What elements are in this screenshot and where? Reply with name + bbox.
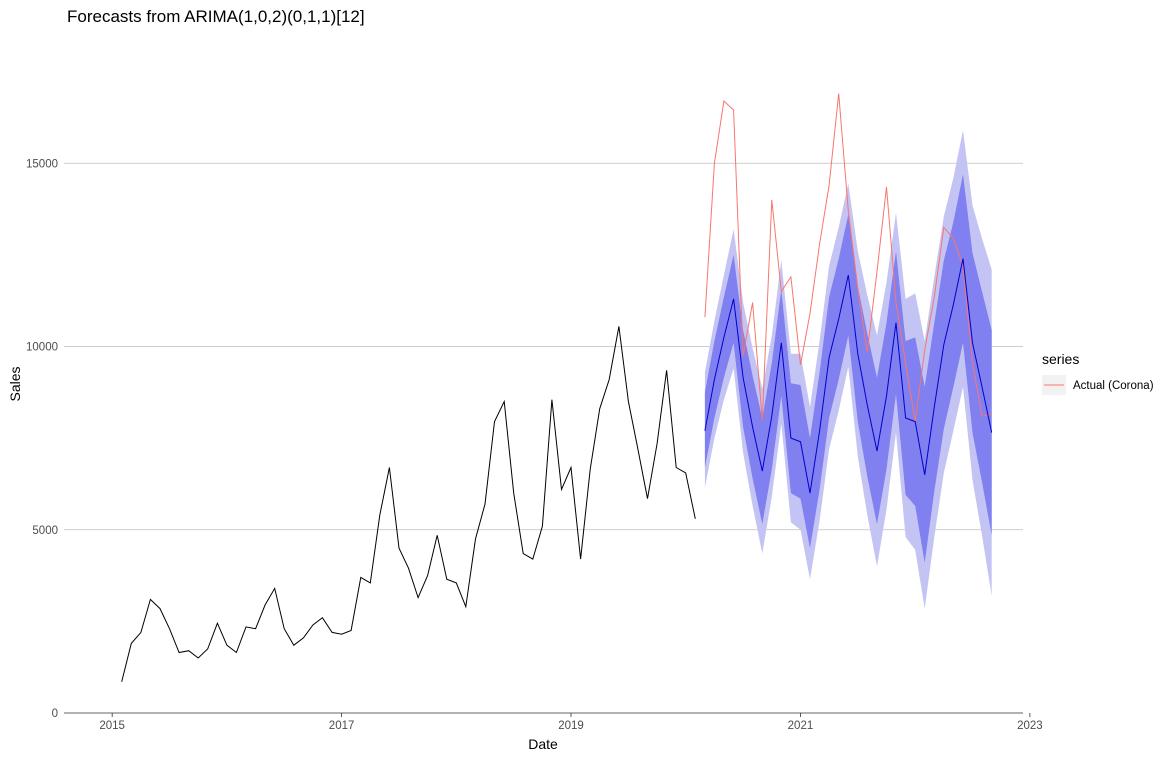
y-tick-label-0: 0 — [52, 708, 58, 720]
x-tick-label-2019: 2019 — [558, 720, 584, 732]
x-tick-label-2017: 2017 — [329, 720, 355, 732]
legend: series Actual (Corona) — [1042, 351, 1154, 395]
series-lines — [121, 93, 993, 682]
y-tick-label-10000: 10000 — [26, 342, 58, 354]
y-axis-ticks: 0 5000 10000 15000 — [26, 158, 58, 720]
legend-title: series — [1042, 351, 1079, 367]
y-axis-title: Sales — [7, 366, 23, 401]
x-axis-ticks: 2015 2017 2019 2021 2023 — [99, 713, 1043, 732]
y-tick-label-15000: 15000 — [26, 158, 58, 170]
legend-label-actual: Actual (Corona) — [1073, 380, 1154, 392]
series-line-actual-corona — [704, 93, 992, 422]
x-tick-label-2021: 2021 — [788, 720, 814, 732]
series-line-forecast — [704, 258, 993, 494]
x-axis-title: Date — [528, 736, 558, 752]
band-80 — [704, 174, 992, 563]
x-tick-label-2023: 2023 — [1017, 720, 1043, 732]
x-tick-label-2015: 2015 — [99, 720, 125, 732]
chart-title: Forecasts from ARIMA(1,0,2)(0,1,1)[12] — [67, 7, 365, 26]
series-line-history — [121, 326, 696, 682]
y-tick-label-5000: 5000 — [32, 525, 58, 537]
prediction-intervals — [704, 130, 992, 609]
